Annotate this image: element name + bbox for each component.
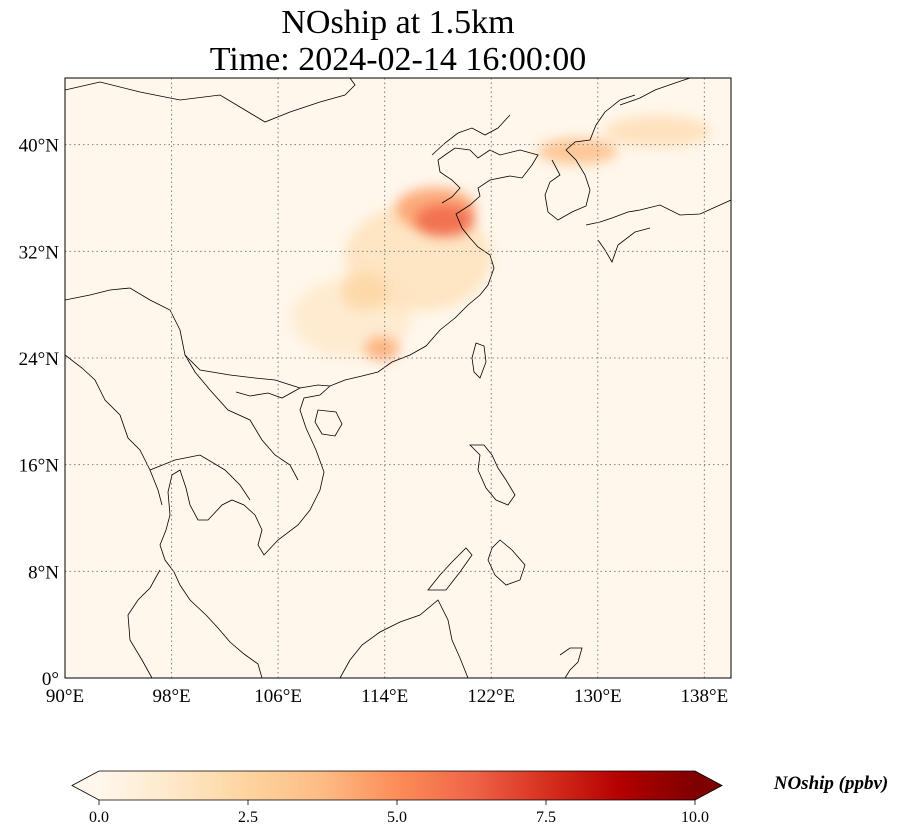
coastline-myanmar (65, 354, 163, 506)
concentration-hotspot (340, 272, 389, 311)
coastline-borneo (339, 599, 469, 678)
x-tick-label: 138°E (681, 686, 729, 707)
map-title-line1: NOship at 1.5km (281, 4, 515, 41)
colorbar-ticks: 0.0 2.5 5.0 7.5 10.0 (89, 800, 709, 826)
x-tick-label: 98°E (152, 686, 190, 707)
map-title-line2: Time: 2024-02-14 16:00:00 (209, 41, 587, 78)
coastline-philippines-south (487, 539, 526, 586)
concentration-hotspot (415, 204, 474, 237)
coastline-palawan (427, 547, 473, 591)
concentration-hotspot (364, 336, 400, 361)
border-laos (184, 354, 299, 481)
coastline-korea (544, 94, 636, 221)
colorbar-tick-label: 0.0 (89, 809, 109, 826)
colorbar-extend-high (695, 771, 722, 800)
y-axis-ticks: 0° 8°N 16°N 24°N 32°N 40°N (19, 136, 60, 690)
y-tick-label: 32°N (19, 242, 60, 263)
border-thailand (149, 454, 251, 501)
concentration-hotspot (604, 115, 712, 148)
coastline-bohai (431, 114, 511, 156)
border-southwest (65, 287, 301, 389)
coastline-indochina (159, 385, 331, 678)
y-tick-label: 24°N (19, 349, 60, 370)
x-tick-label: 130°E (574, 686, 622, 707)
coastline-hainan (314, 409, 343, 437)
concentration-hotspot (537, 138, 618, 165)
colorbar: 0.0 2.5 5.0 7.5 10.0 NOship (ppbv) (71, 770, 889, 826)
coastline-japan (585, 199, 731, 226)
coastline-philippines-luzon (469, 444, 516, 506)
coastline-china-east (235, 147, 539, 399)
colorbar-tick-label: 5.0 (387, 809, 407, 826)
y-tick-label: 40°N (19, 136, 60, 157)
coastlines (65, 78, 731, 678)
map-background (65, 78, 731, 678)
coastline-sulawesi (559, 647, 583, 678)
concentration-field (291, 115, 712, 361)
x-tick-label: 114°E (361, 686, 408, 707)
map-frame (64, 77, 732, 679)
colorbar-tick-label: 10.0 (681, 809, 709, 826)
coastline-malay (127, 569, 161, 678)
x-tick-label: 106°E (254, 686, 302, 707)
coastline-russia (619, 78, 691, 106)
border-mongolia (65, 78, 356, 123)
gridlines (65, 78, 731, 678)
colorbar-body (99, 771, 695, 800)
y-tick-label: 8°N (28, 562, 59, 583)
y-tick-label: 0° (42, 669, 59, 690)
y-tick-label: 16°N (19, 456, 60, 477)
colorbar-label: NOship (ppbv) (773, 773, 889, 794)
colorbar-extend-low (72, 771, 99, 800)
x-tick-label: 122°E (467, 686, 515, 707)
coastline-taiwan (471, 342, 487, 379)
coastline-japan-south (597, 227, 651, 263)
x-tick-label: 90°E (46, 686, 84, 707)
colorbar-tick-label: 2.5 (238, 809, 258, 826)
colorbar-tick-label: 7.5 (536, 809, 556, 826)
x-axis-ticks: 90°E 98°E 106°E 114°E 122°E 130°E 138°E (46, 686, 728, 707)
